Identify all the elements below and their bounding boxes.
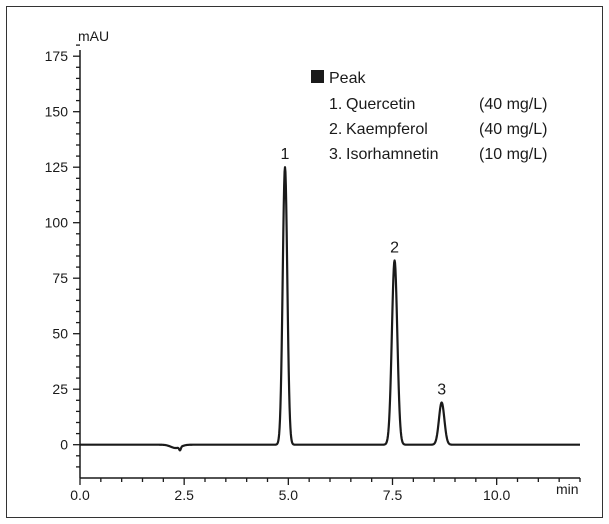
legend-marker-square (311, 70, 324, 83)
y-tick-label: 125 (45, 159, 69, 175)
y-axis-unit-label: mAU (78, 28, 109, 44)
peak-1-label: 1 (281, 146, 290, 163)
x-tick-label: 7.5 (383, 487, 403, 503)
legend-entry-3-number: 3. (329, 146, 342, 163)
peak-labels: 1 2 3 (281, 146, 447, 398)
legend-entry-1-name: Quercetin (346, 96, 415, 113)
legend-entry-1-concentration: (40 mg/L) (479, 96, 547, 113)
peak-3-label: 3 (437, 382, 446, 399)
x-tick-label: 5.0 (279, 487, 299, 503)
chart-frame (6, 6, 603, 518)
legend-entry-3-concentration: (10 mg/L) (479, 146, 547, 163)
y-tick-label: 25 (52, 381, 68, 397)
y-tick-label: 150 (45, 104, 69, 120)
x-tick-label: 0.0 (70, 487, 90, 503)
legend-entry-2-name: Kaempferol (346, 121, 428, 138)
y-tick-label: 0 (60, 437, 68, 453)
legend: Peak 1. Quercetin (40 mg/L) 2. Kaempfero… (311, 70, 547, 163)
y-tick-label: 75 (52, 270, 68, 286)
legend-entry-2-concentration: (40 mg/L) (479, 121, 547, 138)
legend-entry-1-number: 1. (329, 96, 342, 113)
legend-entry-2-number: 2. (329, 121, 342, 138)
y-tick-label: 50 (52, 326, 68, 342)
x-tick-label: 10.0 (483, 487, 510, 503)
y-tick-label: 100 (45, 215, 69, 231)
legend-title: Peak (329, 70, 366, 87)
chromatogram-trace (79, 166, 581, 452)
x-axis-unit-label: min (556, 481, 579, 497)
y-tick-label: 175 (45, 48, 69, 64)
ticks: 0 25 50 75 100 125 150 175 0.0 2.5 5.0 7.5 10.0 (45, 44, 581, 503)
peak-2-label: 2 (390, 239, 399, 256)
legend-entry-3-name: Isorhamnetin (346, 146, 439, 163)
x-tick-label: 2.5 (174, 487, 194, 503)
axes (79, 50, 580, 479)
